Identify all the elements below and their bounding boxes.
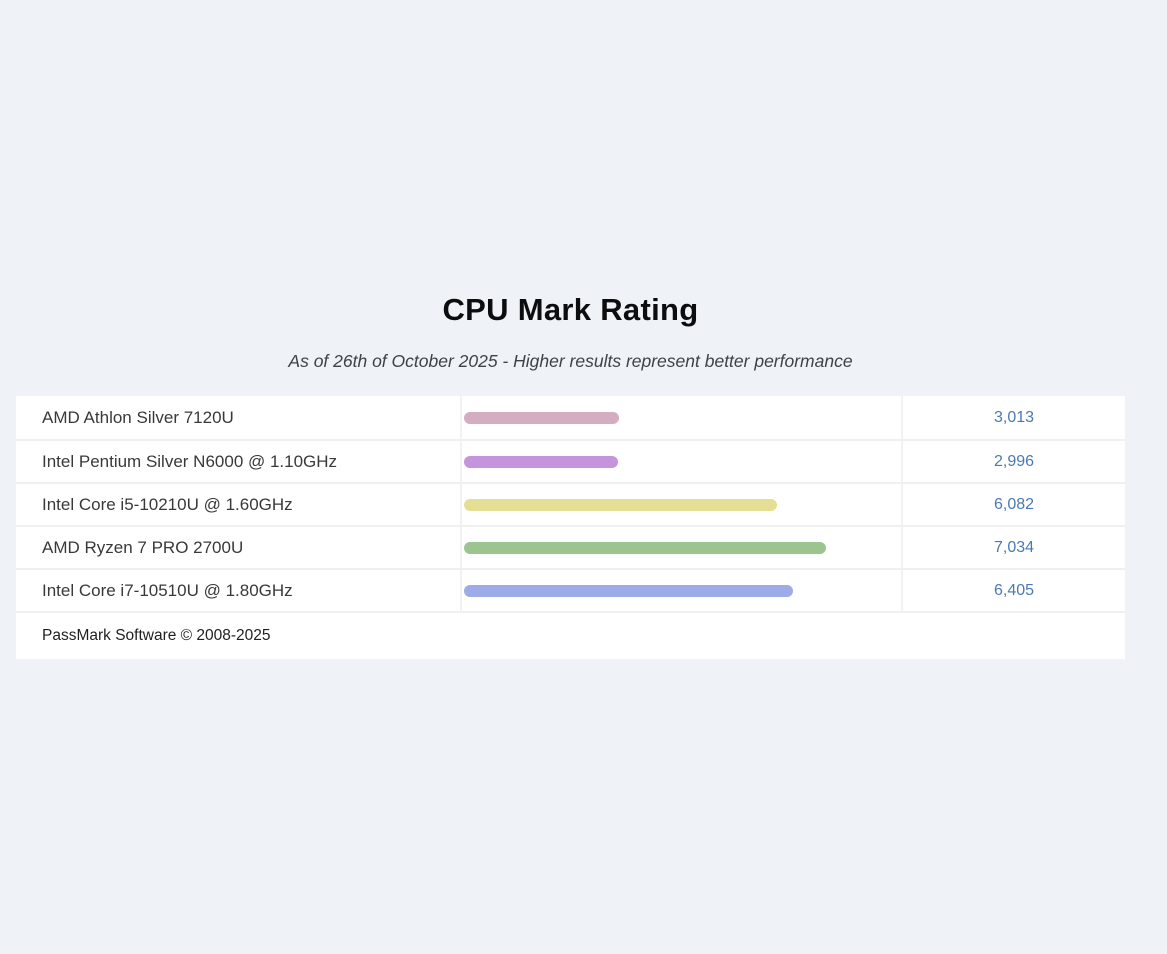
table-row[interactable]: Intel Core i7-10510U @ 1.80GHz 6,405 (16, 568, 1125, 611)
cpu-name: AMD Ryzen 7 PRO 2700U (42, 537, 244, 557)
cpu-score-value: 6,405 (993, 581, 1035, 599)
cpu-name: Intel Core i5-10210U @ 1.60GHz (42, 494, 293, 514)
results-table: AMD Athlon Silver 7120U 3,013 Intel Pent… (16, 396, 1125, 659)
cpu-score-bar (464, 541, 826, 554)
cpu-mark-chart: CPU Mark Rating As of 26th of October 20… (16, 0, 1125, 659)
cpu-name: Intel Core i7-10510U @ 1.80GHz (42, 580, 293, 600)
rows-container: AMD Athlon Silver 7120U 3,013 Intel Pent… (16, 396, 1125, 611)
copyright-text: PassMark Software © 2008-2025 (42, 627, 271, 644)
footer-row: PassMark Software © 2008-2025 (16, 611, 1125, 659)
cpu-score-value: 7,034 (993, 538, 1035, 556)
cpu-score-bar-track (460, 441, 903, 482)
chart-subtitle: As of 26th of October 2025 - Higher resu… (288, 351, 853, 371)
cpu-name: AMD Athlon Silver 7120U (42, 407, 234, 427)
table-row[interactable]: AMD Athlon Silver 7120U 3,013 (16, 396, 1125, 439)
chart-header: CPU Mark Rating As of 26th of October 20… (16, 0, 1125, 373)
table-row[interactable]: AMD Ryzen 7 PRO 2700U 7,034 (16, 525, 1125, 568)
cpu-score-bar-track (460, 570, 903, 611)
cpu-name: Intel Pentium Silver N6000 @ 1.10GHz (42, 451, 338, 471)
cpu-score-bar (464, 455, 619, 468)
table-row[interactable]: Intel Core i5-10210U @ 1.60GHz 6,082 (16, 482, 1125, 525)
table-row[interactable]: Intel Pentium Silver N6000 @ 1.10GHz 2,9… (16, 439, 1125, 482)
cpu-score-bar-track (460, 484, 903, 525)
cpu-score-value: 3,013 (993, 408, 1035, 426)
cpu-score-bar (464, 498, 777, 511)
cpu-score-bar-track (460, 527, 903, 568)
cpu-score-bar (464, 411, 619, 424)
cpu-score-value: 6,082 (993, 495, 1035, 513)
cpu-score-bar (464, 584, 794, 597)
cpu-score-bar-track (460, 396, 903, 439)
cpu-score-value: 2,996 (993, 452, 1035, 470)
chart-title: CPU Mark Rating (442, 292, 699, 327)
